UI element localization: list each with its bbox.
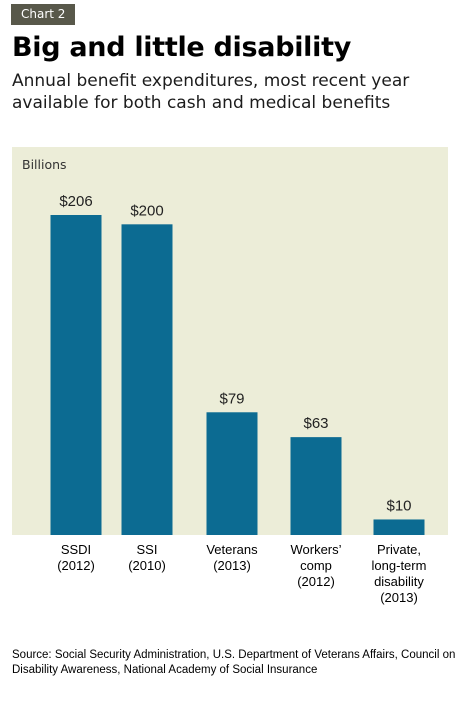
chart-title: Big and little disability xyxy=(12,32,351,63)
data-label-0: $206 xyxy=(59,193,92,210)
bar-3 xyxy=(290,437,342,535)
data-label-2: $79 xyxy=(219,390,244,407)
data-label-3: $63 xyxy=(303,415,328,432)
chart-number-badge: Chart 2 xyxy=(11,4,76,25)
data-label-1: $200 xyxy=(130,202,163,219)
data-label-4: $10 xyxy=(386,497,411,514)
bar-0 xyxy=(50,215,102,535)
x-tick-label-0: SSDI (2012) xyxy=(57,542,95,573)
bar-4 xyxy=(373,519,425,535)
source-note: Source: Social Security Administration, … xyxy=(12,649,456,676)
chart-subtitle: Annual benefit expenditures, most recent… xyxy=(12,71,410,113)
bar-1 xyxy=(121,224,173,536)
x-tick-label-3: Workers’ comp (2012) xyxy=(290,542,342,589)
x-tick-label-1: SSI (2010) xyxy=(128,542,166,573)
x-tick-label-4: Private, long-term disability (2013) xyxy=(371,542,427,605)
y-axis-unit-label: Billions xyxy=(22,157,67,172)
bar-2 xyxy=(206,412,258,535)
x-tick-label-2: Veterans (2013) xyxy=(206,542,258,573)
